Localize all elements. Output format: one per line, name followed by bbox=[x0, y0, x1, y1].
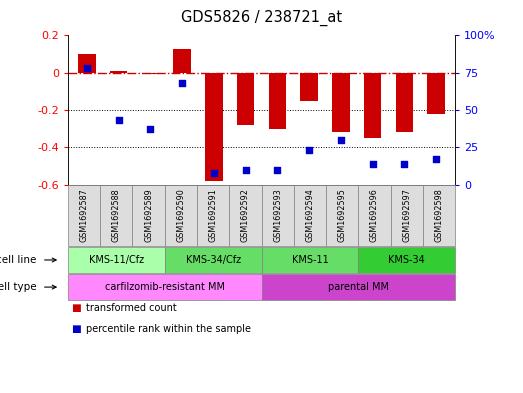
Bar bbox=[110, 71, 128, 73]
Text: GSM1692590: GSM1692590 bbox=[176, 188, 185, 242]
Bar bbox=[395, 73, 413, 132]
Text: GSM1692598: GSM1692598 bbox=[435, 188, 444, 242]
Text: GDS5826 / 238721_at: GDS5826 / 238721_at bbox=[181, 10, 342, 26]
Text: KMS-11/Cfz: KMS-11/Cfz bbox=[89, 255, 144, 265]
Point bbox=[432, 156, 440, 162]
Text: cell type: cell type bbox=[0, 282, 37, 292]
Bar bbox=[237, 73, 254, 125]
Text: GSM1692596: GSM1692596 bbox=[370, 188, 379, 242]
Point bbox=[337, 137, 345, 143]
Bar bbox=[332, 73, 349, 132]
Point bbox=[83, 65, 91, 72]
Point bbox=[273, 167, 281, 173]
Text: GSM1692589: GSM1692589 bbox=[144, 188, 153, 242]
Text: GSM1692593: GSM1692593 bbox=[273, 188, 282, 242]
Text: carfilzomib-resistant MM: carfilzomib-resistant MM bbox=[105, 282, 225, 292]
Point bbox=[115, 118, 123, 124]
Bar bbox=[427, 73, 445, 114]
Text: KMS-11: KMS-11 bbox=[291, 255, 328, 265]
Text: cell line: cell line bbox=[0, 255, 37, 265]
Bar bbox=[205, 73, 223, 181]
Text: GSM1692591: GSM1692591 bbox=[209, 188, 218, 242]
Text: parental MM: parental MM bbox=[328, 282, 389, 292]
Bar bbox=[269, 73, 286, 129]
Bar bbox=[300, 73, 318, 101]
Text: GSM1692597: GSM1692597 bbox=[402, 188, 411, 242]
Point bbox=[146, 126, 155, 132]
Text: GSM1692588: GSM1692588 bbox=[112, 188, 121, 242]
Point bbox=[178, 80, 186, 86]
Point bbox=[210, 170, 218, 176]
Text: KMS-34: KMS-34 bbox=[388, 255, 425, 265]
Point bbox=[400, 161, 408, 167]
Point bbox=[242, 167, 250, 173]
Bar bbox=[174, 50, 191, 73]
Text: ■: ■ bbox=[71, 303, 81, 313]
Text: transformed count: transformed count bbox=[86, 303, 177, 313]
Text: GSM1692587: GSM1692587 bbox=[79, 188, 88, 242]
Text: ■: ■ bbox=[71, 324, 81, 334]
Text: GSM1692595: GSM1692595 bbox=[338, 188, 347, 242]
Text: GSM1692592: GSM1692592 bbox=[241, 188, 250, 242]
Text: KMS-34/Cfz: KMS-34/Cfz bbox=[186, 255, 241, 265]
Text: GSM1692594: GSM1692594 bbox=[305, 188, 314, 242]
Bar bbox=[364, 73, 381, 138]
Bar bbox=[78, 54, 96, 73]
Point bbox=[305, 147, 313, 154]
Point bbox=[368, 161, 377, 167]
Text: percentile rank within the sample: percentile rank within the sample bbox=[86, 324, 251, 334]
